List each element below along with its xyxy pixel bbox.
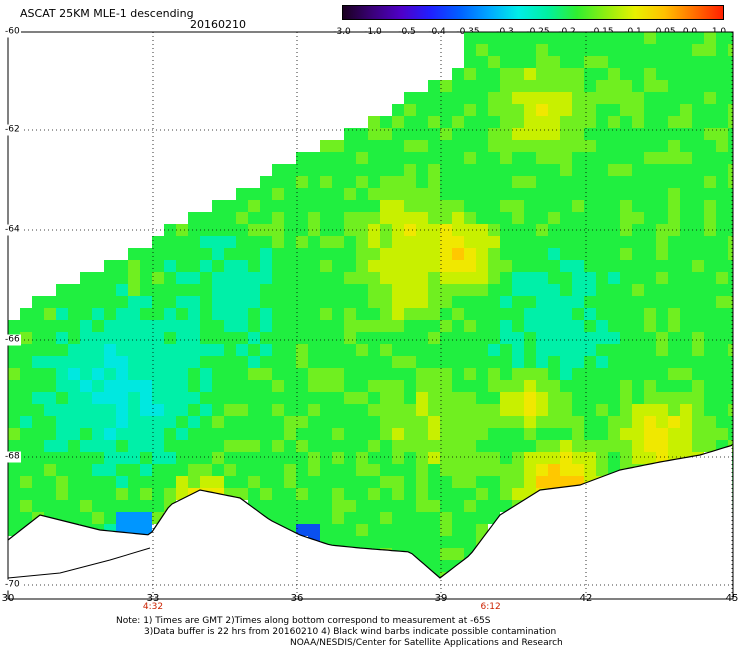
latitude-label: -64 [4,224,21,236]
latitude-label: -68 [4,451,21,463]
latitude-label: -70 [4,579,21,591]
time-label: 6:12 [480,602,501,612]
longitude-label: 42 [579,593,593,604]
note-line-2: 3)Data buffer is 22 hrs from 20160210 4)… [144,627,557,637]
longitude-label: 33 [146,593,160,604]
note-line-1: Note: 1) Times are GMT 2)Times along bot… [116,616,491,626]
map-frame [7,31,734,600]
land-mass [8,445,733,599]
coastline-path [7,547,151,579]
time-label: 4:32 [142,602,164,612]
antarctic-land [8,445,733,599]
longitude-label: 39 [434,593,448,604]
coastline-path [7,444,733,579]
latitude-label: -66 [4,334,21,346]
map-date: 20160210 [190,18,246,31]
color-scale-bar [342,5,724,20]
latitude-label: -62 [4,124,21,136]
map-title: ASCAT 25KM MLE-1 descending [20,7,194,20]
credit-line: NOAA/NESDIS/Center for Satellite Applica… [290,638,563,648]
scatterometer-swath [8,32,733,584]
coastline [7,444,733,579]
latitude-label: -60 [4,26,21,38]
longitude-label: 45 [725,593,739,604]
longitude-label: 30 [1,593,15,604]
longitude-label: 36 [290,593,304,604]
